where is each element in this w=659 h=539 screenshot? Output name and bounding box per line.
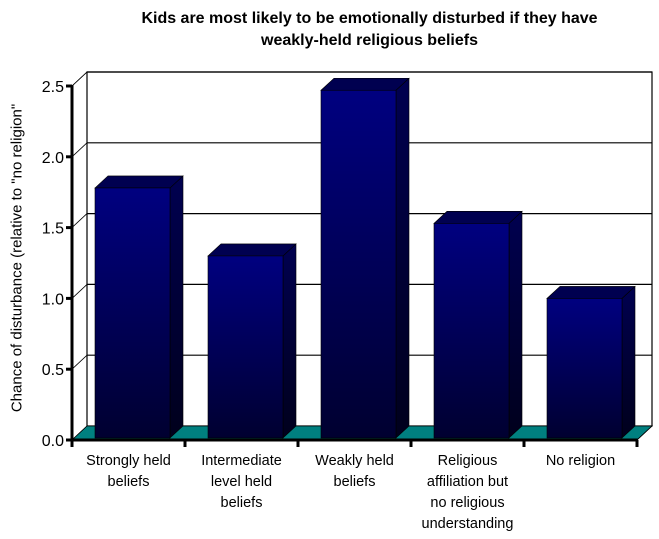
bar-side-face <box>621 285 636 439</box>
x-tick-label-line: Strongly held <box>86 453 171 469</box>
bar-4 <box>433 210 523 439</box>
x-tick-label-line: Weakly held <box>315 453 394 469</box>
axes <box>66 84 653 447</box>
bar-front-face <box>320 89 397 439</box>
bar-5 <box>546 285 636 439</box>
x-tick-label-line: understanding <box>421 516 514 532</box>
chart-title-line-2: weakly-held religious beliefs <box>261 32 478 49</box>
bar-side-face <box>395 77 410 439</box>
bar-side-face <box>169 175 184 439</box>
y-tick-label: 0.0 <box>42 433 64 450</box>
bar-top-face <box>94 175 184 189</box>
x-tick-label-line: level held <box>210 474 273 490</box>
chart-title: Kids are most likely to be emotionally d… <box>80 8 659 52</box>
y-tick-label: 1.0 <box>42 291 64 308</box>
x-tick-label-line: no religious <box>430 495 505 511</box>
bar-2 <box>207 243 297 439</box>
y-tick-label: 0.5 <box>42 362 64 379</box>
x-tick-label: Weakly held beliefs <box>299 451 411 493</box>
floor-right-edge <box>636 425 653 441</box>
gridline-connector <box>71 354 88 370</box>
x-tick-label: No religion <box>525 451 637 472</box>
bar-front-face <box>207 255 284 439</box>
x-tick-label-line: beliefs <box>333 474 376 490</box>
y-tick-label: 1.5 <box>42 221 64 238</box>
y-tick-label: 2.5 <box>42 79 64 96</box>
y-tick-labels: 0.0 0.5 1.0 1.5 2.0 2.5 <box>42 79 64 450</box>
x-tick-label-line: Religious <box>437 453 498 469</box>
bar-front-face <box>94 187 171 439</box>
x-tick-label-line: beliefs <box>220 495 263 511</box>
bar-top-face <box>433 211 523 224</box>
bar-side-face <box>282 243 297 439</box>
bar-1 <box>94 175 184 439</box>
bar-front-face <box>433 223 510 439</box>
gridline-connector <box>71 142 88 158</box>
gridline-connector <box>71 284 88 299</box>
bar-top-face <box>207 243 297 257</box>
x-tick-label: Intermediate level held beliefs <box>186 451 298 514</box>
x-tick-label-line: affiliation but <box>426 474 509 490</box>
chart-title-line-1: Kids are most likely to be emotionally d… <box>141 10 598 27</box>
bar-front-face <box>546 298 623 439</box>
gridline-connector <box>71 213 88 228</box>
bar-top-face <box>546 286 636 299</box>
x-tick-label: Strongly held beliefs <box>73 451 185 493</box>
bar-3 <box>320 77 410 439</box>
bar-side-face <box>508 210 523 439</box>
x-tick-label-line: beliefs <box>107 474 150 490</box>
x-tick-label-line: No religion <box>545 453 616 469</box>
bar-top-face <box>320 77 410 91</box>
y-tick-label: 2.0 <box>42 150 64 167</box>
x-tick-label: Religious affiliation but no religious unde… <box>412 451 524 535</box>
x-tick-label-line: Intermediate <box>201 453 282 469</box>
gridline-connector <box>71 71 88 87</box>
bars <box>94 77 636 439</box>
